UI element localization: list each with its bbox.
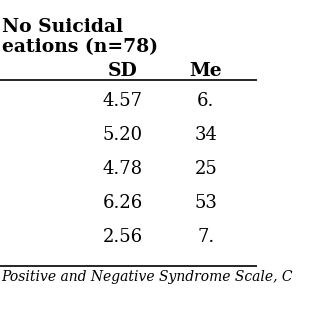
Text: 53: 53 [194,194,217,212]
Text: 6.: 6. [197,92,215,110]
Text: 5.20: 5.20 [103,126,143,144]
Text: eations (n=78): eations (n=78) [2,38,158,56]
Text: Me: Me [189,62,222,80]
Text: SD: SD [108,62,138,80]
Text: No Suicidal: No Suicidal [2,18,123,36]
Text: 2.56: 2.56 [103,228,143,246]
Text: Positive and Negative Syndrome Scale, C: Positive and Negative Syndrome Scale, C [2,270,293,284]
Text: 34: 34 [194,126,217,144]
Text: 6.26: 6.26 [103,194,143,212]
Text: 4.78: 4.78 [103,160,143,178]
Text: 4.57: 4.57 [103,92,143,110]
Text: 25: 25 [194,160,217,178]
Text: 7.: 7. [197,228,215,246]
